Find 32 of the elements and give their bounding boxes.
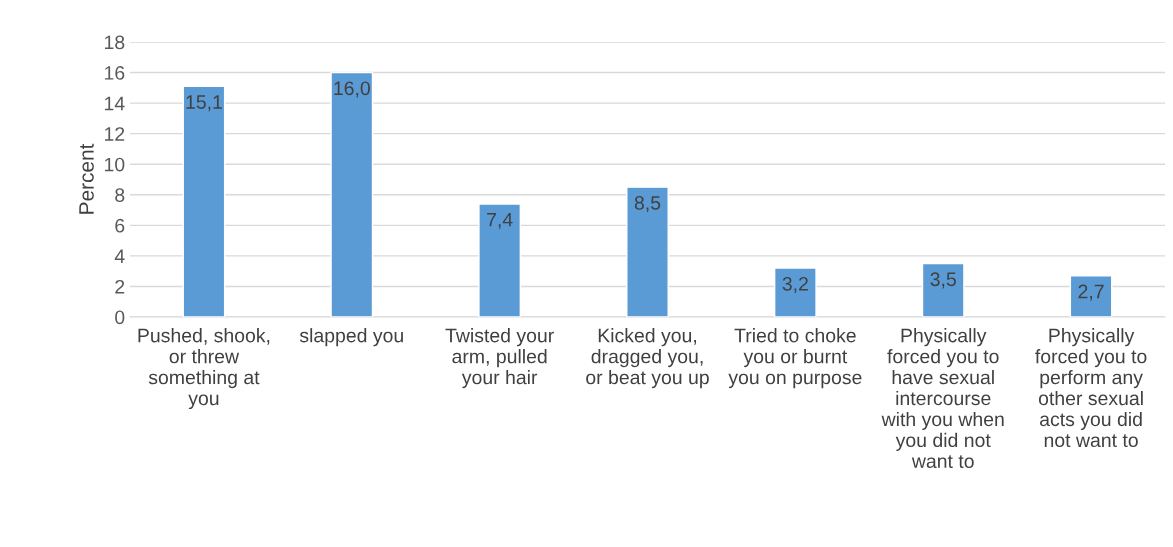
y-tick-label: 0 [115, 310, 125, 325]
y-tick-label: 10 [105, 157, 125, 172]
bar [626, 186, 669, 317]
data-label: 15,1 [186, 95, 222, 112]
data-label: 2,7 [1078, 284, 1104, 301]
bar [478, 203, 522, 317]
y-tick-label: 12 [105, 127, 125, 141]
y-tick-label: 4 [114, 249, 125, 263]
data-label: 3,2 [782, 276, 808, 294]
x-tick-label: Twisted your arm, pulled your hair [445, 328, 554, 389]
bar [773, 267, 817, 317]
bar [921, 262, 965, 317]
y-tick-label: 8 [115, 188, 125, 203]
data-label: 8,5 [634, 195, 661, 213]
x-tick-label: Pushed, shook, or threw something at you [138, 328, 270, 410]
data-label: 3,5 [930, 272, 956, 289]
x-tick-label: Kicked you, dragged you, or beat you up [586, 328, 709, 389]
x-tick-label: Physically forced you to have sexual intercourse with you when you did not want to [881, 328, 1004, 469]
bar [182, 85, 226, 317]
x-tick-label: Physically forced you to perform any other sexual acts you did not want to [1035, 328, 1147, 448]
data-label: 16,0 [334, 81, 370, 98]
data-label: 7,4 [487, 212, 513, 229]
y-tick-label: 2 [115, 279, 125, 294]
y-axis-title: Percent [79, 143, 94, 214]
y-tick-label: 16 [105, 66, 125, 80]
x-tick-label: Tried to choke you or burnt you on purpose [728, 328, 862, 389]
x-tick-label: slapped you [299, 328, 403, 347]
y-tick-label: 6 [115, 218, 125, 233]
y-tick-label: 18 [105, 35, 125, 50]
bar [330, 71, 374, 317]
bar [1069, 275, 1113, 317]
y-tick-label: 14 [105, 96, 125, 111]
